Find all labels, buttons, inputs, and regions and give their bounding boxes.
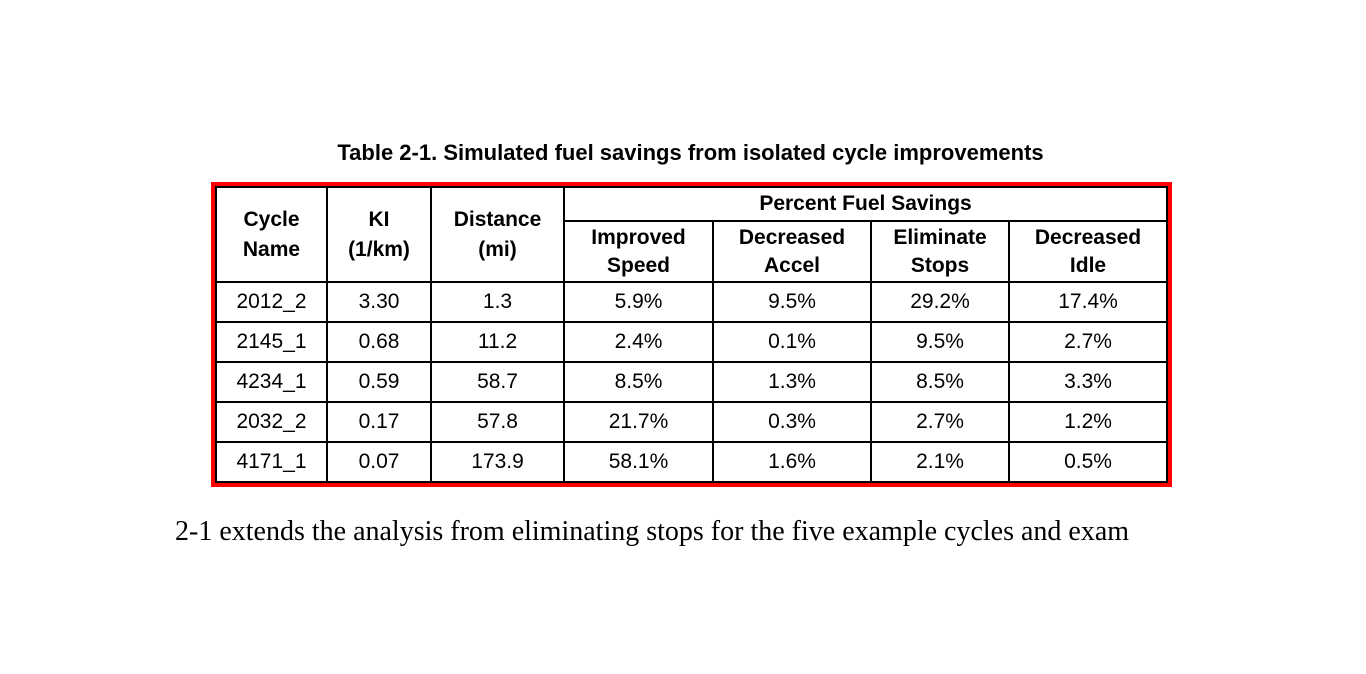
cell-ki: 3.30 bbox=[326, 281, 432, 323]
cell-improved-speed: 5.9% bbox=[563, 281, 714, 323]
col-header-cycle-name: Cycle Name bbox=[215, 186, 328, 283]
table-row: 2032_2 0.17 57.8 21.7% 0.3% 2.7% 1.2% bbox=[215, 401, 1169, 443]
table-title: Table 2-1. Simulated fuel savings from i… bbox=[337, 140, 1044, 165]
cell-cycle-name: 4171_1 bbox=[215, 441, 328, 483]
cell-cycle-name: 4234_1 bbox=[215, 361, 328, 403]
col-header-percent-fuel-savings: Percent Fuel Savings bbox=[562, 186, 1169, 222]
table-row: 2012_2 3.30 1.3 5.9% 9.5% 29.2% 17.4% bbox=[215, 281, 1169, 323]
col-header-distance: Distance (mi) bbox=[430, 186, 565, 283]
cell-decreased-idle: 2.7% bbox=[1007, 321, 1169, 363]
cell-distance: 173.9 bbox=[430, 441, 565, 483]
body-text: 2-1 extends the analysis from eliminatin… bbox=[175, 516, 1130, 547]
cell-decreased-accel: 0.3% bbox=[712, 401, 872, 443]
cell-decreased-idle: 1.2% bbox=[1007, 401, 1169, 443]
cell-cycle-name: 2032_2 bbox=[215, 401, 328, 443]
cell-ki: 0.59 bbox=[326, 361, 432, 403]
col-header-decreased-accel: Decreased Accel bbox=[712, 220, 872, 283]
cell-decreased-idle: 17.4% bbox=[1007, 281, 1169, 323]
header-row-sub: Improved Speed Decreased Accel Eliminate… bbox=[216, 220, 1169, 283]
col-header-ki: KI (1/km) bbox=[326, 186, 432, 283]
header-row-group: Cycle Name KI (1/km) Distance (mi) Perce… bbox=[215, 186, 1169, 283]
cell-improved-speed: 58.1% bbox=[563, 441, 714, 483]
cell-decreased-accel: 1.6% bbox=[712, 441, 872, 483]
cell-improved-speed: 8.5% bbox=[563, 361, 714, 403]
cell-improved-speed: 21.7% bbox=[563, 401, 714, 443]
cell-ki: 0.07 bbox=[326, 441, 432, 483]
cell-ki: 0.68 bbox=[326, 321, 432, 363]
fuel-savings-table: Cycle Name KI (1/km) Distance (mi) Perce… bbox=[215, 186, 1169, 483]
cell-eliminate-stops: 9.5% bbox=[870, 321, 1010, 363]
cell-distance: 11.2 bbox=[430, 321, 565, 363]
cell-distance: 58.7 bbox=[430, 361, 565, 403]
col-header-eliminate-stops: Eliminate Stops bbox=[870, 220, 1010, 283]
col-header-improved-speed: Improved Speed bbox=[563, 220, 714, 283]
cell-cycle-name: 2012_2 bbox=[215, 281, 328, 323]
cell-eliminate-stops: 29.2% bbox=[870, 281, 1010, 323]
cell-eliminate-stops: 2.1% bbox=[870, 441, 1010, 483]
table-red-frame: Cycle Name KI (1/km) Distance (mi) Perce… bbox=[211, 182, 1173, 487]
cell-decreased-accel: 1.3% bbox=[712, 361, 872, 403]
cell-eliminate-stops: 8.5% bbox=[870, 361, 1010, 403]
col-header-decreased-idle: Decreased Idle bbox=[1007, 220, 1169, 283]
cell-decreased-accel: 0.1% bbox=[712, 321, 872, 363]
table-row: 2145_1 0.68 11.2 2.4% 0.1% 9.5% 2.7% bbox=[215, 321, 1169, 363]
cell-distance: 1.3 bbox=[430, 281, 565, 323]
cell-improved-speed: 2.4% bbox=[563, 321, 714, 363]
cell-distance: 57.8 bbox=[430, 401, 565, 443]
cell-decreased-accel: 9.5% bbox=[712, 281, 872, 323]
table-row: 4234_1 0.59 58.7 8.5% 1.3% 8.5% 3.3% bbox=[215, 361, 1169, 403]
cell-decreased-idle: 3.3% bbox=[1007, 361, 1169, 403]
cell-eliminate-stops: 2.7% bbox=[870, 401, 1010, 443]
cell-ki: 0.17 bbox=[326, 401, 432, 443]
cell-decreased-idle: 0.5% bbox=[1007, 441, 1169, 483]
table-row: 4171_1 0.07 173.9 58.1% 1.6% 2.1% 0.5% bbox=[215, 441, 1169, 483]
cell-cycle-name: 2145_1 bbox=[215, 321, 328, 363]
